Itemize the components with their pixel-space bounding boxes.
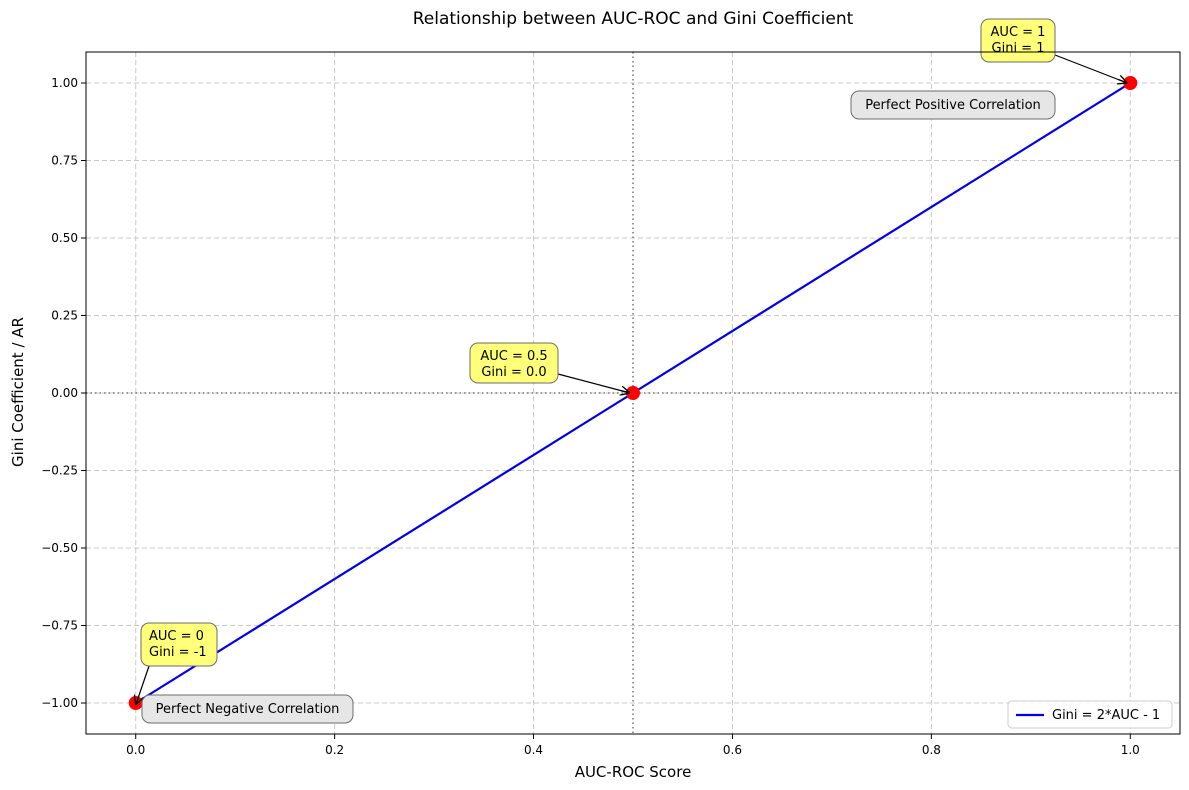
y-tick-label: −0.25: [41, 464, 78, 478]
region-annotation-text: Perfect Negative Correlation: [156, 702, 340, 717]
y-tick-label: −0.75: [41, 619, 78, 633]
x-tick-label: 0.4: [524, 743, 543, 757]
region-annotation-text: Perfect Positive Correlation: [865, 98, 1041, 113]
annotation-text: AUC = 0.5: [480, 349, 547, 364]
annotation-text: Gini = 0.0: [481, 365, 546, 380]
legend: Gini = 2*AUC - 1: [1007, 700, 1173, 729]
annotation-box: [469, 342, 559, 384]
y-tick-label: 0.50: [51, 231, 78, 245]
y-tick-label: 1.00: [51, 76, 78, 90]
y-tick-label: 0.25: [51, 309, 78, 323]
annotation-arrows: [136, 54, 1128, 705]
x-tick-label: 1.0: [1121, 743, 1140, 757]
annotation-arrow: [1054, 54, 1127, 83]
x-axis-ticks: 0.0 0.2 0.4 0.6 0.8 1.0: [126, 734, 1140, 757]
legend-box: [1007, 700, 1173, 729]
x-tick-label: 0.8: [922, 743, 941, 757]
annotation-text: AUC = 0: [149, 629, 204, 644]
annotation-text: Gini = -1: [149, 645, 207, 660]
highlight-point: [128, 696, 143, 710]
annotation-box: [140, 622, 218, 667]
y-tick-label: 0.00: [51, 386, 78, 400]
x-tick-label: 0.0: [126, 743, 145, 757]
annotation-arrow: [136, 665, 150, 705]
region-annotation: Perfect Positive Correlation: [850, 90, 1056, 120]
y-tick-label: −1.00: [41, 696, 78, 710]
y-tick-label: 0.75: [51, 154, 78, 168]
x-axis-label: AUC-ROC Score: [575, 763, 692, 781]
annotation-arrow: [557, 373, 630, 393]
annotation-box: [980, 18, 1056, 63]
highlight-point: [1123, 76, 1138, 90]
region-annotation-box: [141, 694, 354, 724]
y-tick-label: −0.50: [41, 541, 78, 555]
legend-entry: Gini = 2*AUC - 1: [1052, 708, 1160, 723]
annotation-text: AUC = 1: [991, 25, 1046, 40]
region-annotation-box: [850, 90, 1056, 120]
y-axis-label: Gini Coefficient / AR: [9, 317, 27, 467]
reference-lines: [86, 52, 1180, 734]
chart-title: Relationship between AUC-ROC and Gini Co…: [413, 9, 854, 29]
annotation-text: Gini = 1: [992, 41, 1045, 56]
region-annotation: Perfect Negative Correlation: [141, 694, 354, 724]
x-tick-label: 0.6: [723, 743, 742, 757]
y-axis-ticks: −1.00 −0.75 −0.50 −0.25 0.00 0.25 0.50 0.75 1.00: [41, 76, 86, 710]
x-tick-label: 0.2: [325, 743, 344, 757]
